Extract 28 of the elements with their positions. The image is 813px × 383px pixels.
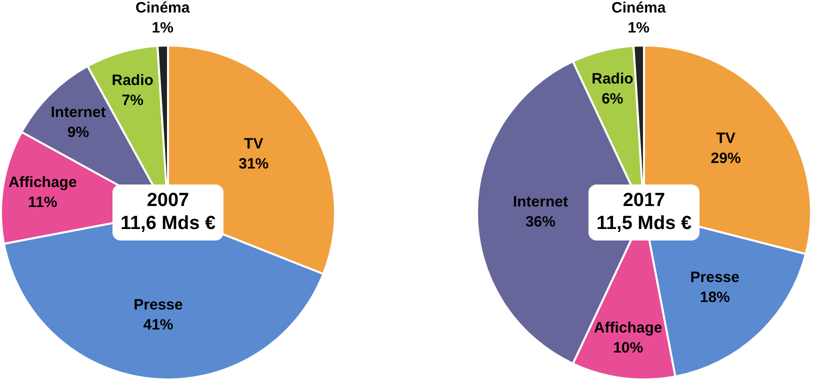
slice-label: Cinéma [136,0,190,17]
slice-label: Presse [134,296,183,314]
data-label: 31% [238,155,269,172]
slice-label: Radio [592,70,634,88]
data-label: 29% [710,150,741,168]
data-label: 41% [143,316,174,334]
data-label: 10% [613,340,644,357]
data-label: 1% [152,20,174,37]
slice-label: Internet [512,194,568,211]
slice-label: TV [244,135,264,152]
slice-label: TV [716,130,736,148]
slice-label: Presse [690,269,740,286]
text: 11,5 Mds € [596,213,692,234]
slice-label: Affichage [594,320,662,337]
data-label: 18% [700,289,730,306]
text: 2017 [622,190,666,212]
data-label: 36% [525,214,556,231]
slice-label: Affichage [8,174,77,191]
slice-label: Radio [112,72,154,89]
text: 2007 [146,190,190,212]
data-label: 6% [602,90,624,108]
data-label: 9% [67,124,90,141]
data-label: 11% [28,194,58,211]
text: 11,6 Mds € [120,213,216,234]
data-label: 7% [122,92,144,109]
slice-label: Cinéma [612,0,666,17]
slice-label: Internet [50,104,106,121]
data-label: 1% [628,20,650,37]
